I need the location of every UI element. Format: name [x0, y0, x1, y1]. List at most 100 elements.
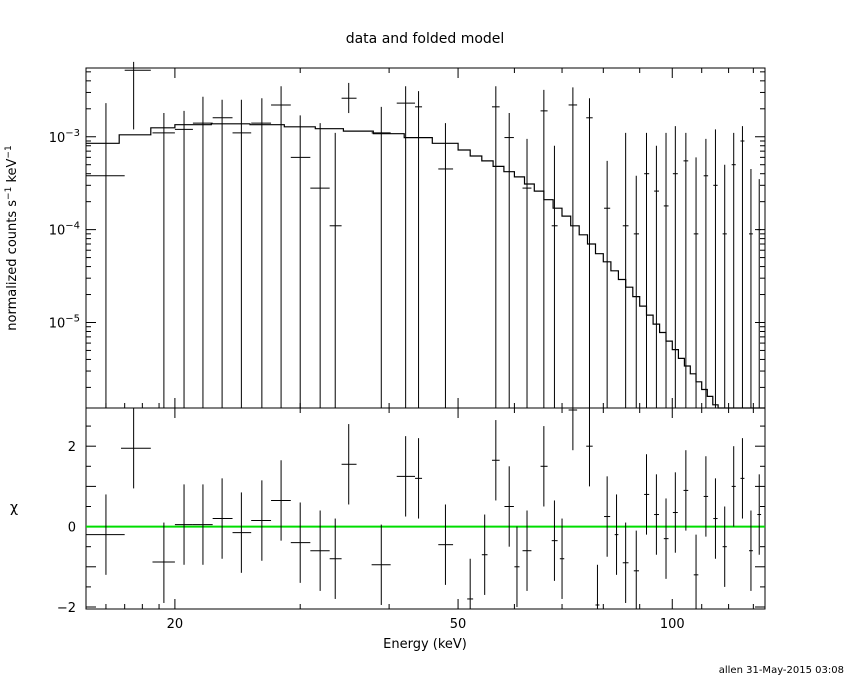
folded-model-line: [86, 123, 765, 409]
residual-point: [504, 466, 514, 547]
residual-point: [586, 408, 593, 487]
residual-point: [192, 484, 213, 565]
residual-point: [604, 476, 611, 557]
residual-point: [559, 518, 565, 599]
data-point: [290, 115, 311, 408]
residual-point: [251, 480, 272, 561]
residual-point: [693, 534, 699, 609]
residual-point: [415, 438, 423, 519]
data-point: [329, 132, 342, 408]
residual-point: [290, 502, 311, 583]
data-point: [604, 160, 611, 408]
residual-point: [740, 438, 745, 519]
data-point: [212, 99, 233, 408]
data-points-group: [86, 61, 762, 408]
x-tick-label: 50: [450, 617, 467, 632]
data-point: [491, 86, 500, 408]
data-point: [192, 96, 213, 408]
data-point: [504, 113, 514, 408]
residual-point: [438, 504, 454, 585]
residual-point: [713, 478, 718, 559]
residual-point: [467, 558, 474, 609]
top-panel-ticks: [86, 68, 765, 408]
data-point: [568, 87, 578, 408]
residual-point: [329, 518, 342, 599]
data-point: [371, 106, 391, 408]
residual-point: [757, 474, 762, 555]
y-tick-label: 0: [68, 521, 76, 536]
data-point: [644, 132, 650, 408]
data-point: [586, 98, 593, 408]
residual-point: [271, 460, 291, 541]
x-tick-labels: 20 50 100: [167, 617, 685, 632]
folded-model-group: [86, 123, 765, 409]
data-point: [341, 82, 357, 114]
residual-point: [633, 530, 640, 609]
residual-point: [481, 514, 488, 595]
residual-point: [310, 510, 330, 591]
data-point: [310, 123, 330, 408]
data-point: [633, 175, 640, 408]
top-panel-frame: [85, 67, 766, 409]
data-point: [663, 132, 669, 408]
residual-point: [396, 436, 416, 517]
residual-point: [341, 424, 357, 505]
residual-point: [551, 500, 558, 581]
y-tick-label: −2: [57, 601, 76, 616]
data-point: [672, 126, 678, 408]
residual-point: [731, 446, 736, 527]
data-point: [152, 113, 175, 408]
chart-title: data and folded model: [346, 31, 505, 47]
bottom-panel-y-tick-labels: 2 0 −2: [57, 440, 76, 616]
data-point: [654, 145, 660, 408]
residual-point: [654, 474, 660, 555]
data-point: [683, 132, 689, 408]
y-tick-label: 10−4: [49, 221, 80, 239]
data-point: [86, 103, 125, 408]
residual-point: [121, 408, 151, 489]
data-point: [271, 86, 291, 408]
data-point: [749, 168, 753, 408]
y-tick-label: 2: [68, 440, 76, 455]
top-panel-y-tick-labels: 10−3 10−4 10−5: [49, 128, 80, 332]
residual-point: [722, 506, 727, 587]
data-point: [124, 61, 151, 130]
data-point: [740, 126, 745, 408]
y-tick-label: 10−3: [49, 128, 80, 146]
bottom-panel-residuals: 20−2 20 50 100 χ Energy (keV): [10, 407, 766, 652]
residual-points-group: [86, 408, 762, 609]
bottom-panel-ticks: [86, 408, 765, 609]
top-y-axis-label: normalized counts s−1 keV−1: [4, 145, 20, 330]
residual-point: [622, 522, 629, 603]
residual-point: [595, 564, 600, 609]
data-point: [703, 138, 709, 408]
residual-point: [371, 524, 391, 605]
residual-point: [522, 510, 532, 591]
residual-point: [749, 510, 753, 591]
top-panel-spectrum: 10−3 10−4 10−5 normalized counts s−1 keV−1: [4, 61, 766, 409]
residual-point: [568, 408, 578, 451]
data-point: [438, 123, 454, 408]
residual-point: [703, 456, 709, 537]
data-point: [540, 89, 548, 408]
residual-point: [232, 492, 252, 573]
residual-point: [491, 420, 500, 501]
residual-point: [672, 472, 678, 553]
data-point: [551, 145, 558, 408]
data-point: [713, 129, 718, 408]
x-tick-label: 20: [167, 617, 184, 632]
data-point: [693, 157, 699, 408]
residual-point: [614, 494, 619, 575]
data-point: [174, 110, 193, 408]
x-tick-label: 100: [660, 617, 685, 632]
footer-credit: allen 31-May-2015 03:08: [719, 665, 844, 676]
data-point: [522, 138, 532, 408]
residual-point: [663, 498, 669, 579]
data-point: [757, 179, 762, 408]
data-point: [415, 91, 423, 408]
data-point: [731, 132, 736, 408]
data-point: [396, 86, 416, 408]
residual-point: [86, 494, 125, 575]
residual-point: [514, 526, 520, 607]
